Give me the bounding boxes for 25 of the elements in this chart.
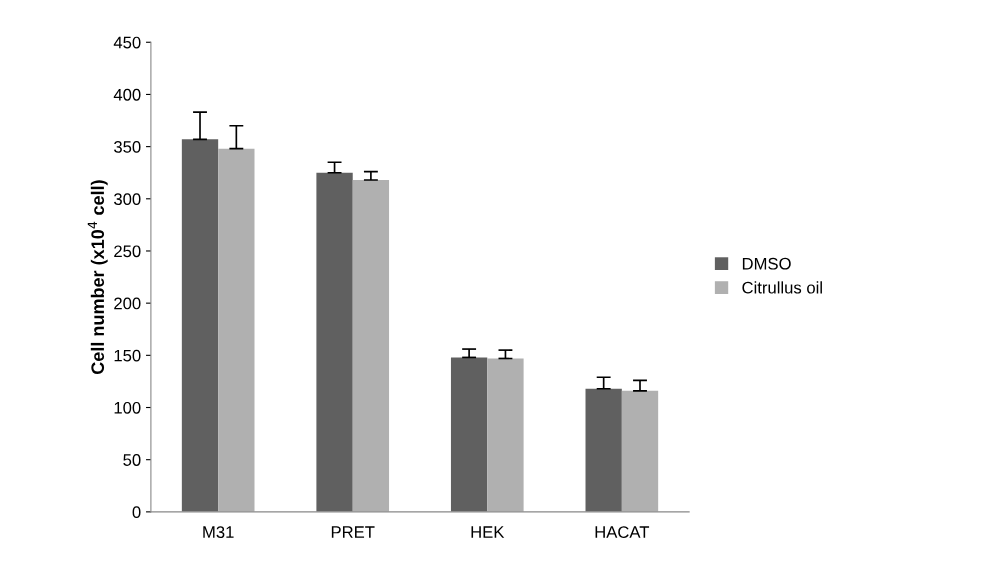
y-tick-label: 350 <box>114 141 141 153</box>
x-tick-label: HACAT <box>595 526 650 538</box>
y-axis-title: Cell number (x10$^{4}$ cell) <box>87 180 108 374</box>
y-tick-label: 450 <box>113 36 141 49</box>
bar <box>352 180 390 512</box>
bar <box>487 358 524 512</box>
bar <box>621 390 659 512</box>
y-tick-label: 250 <box>114 245 141 258</box>
y-tick-label: 200 <box>114 297 141 310</box>
y-tick-label: 400 <box>113 88 141 101</box>
bar <box>585 388 622 512</box>
y-tick-label: 0 <box>132 506 141 519</box>
x-tick-label: HEK <box>471 526 505 538</box>
bar <box>450 357 488 512</box>
y-tick-label: 50 <box>123 454 141 466</box>
bar <box>181 139 219 512</box>
bar <box>316 172 353 512</box>
x-tick-label: M31 <box>203 526 234 538</box>
bar <box>218 148 255 512</box>
legend-label: DMSO <box>742 257 791 270</box>
y-tick-label: 100 <box>114 401 141 414</box>
y-tick-label: 300 <box>114 193 141 205</box>
x-tick-label: PRET <box>331 526 375 538</box>
legend-label: Citrullus oil <box>742 281 822 294</box>
y-tick-label: 150 <box>114 349 141 362</box>
